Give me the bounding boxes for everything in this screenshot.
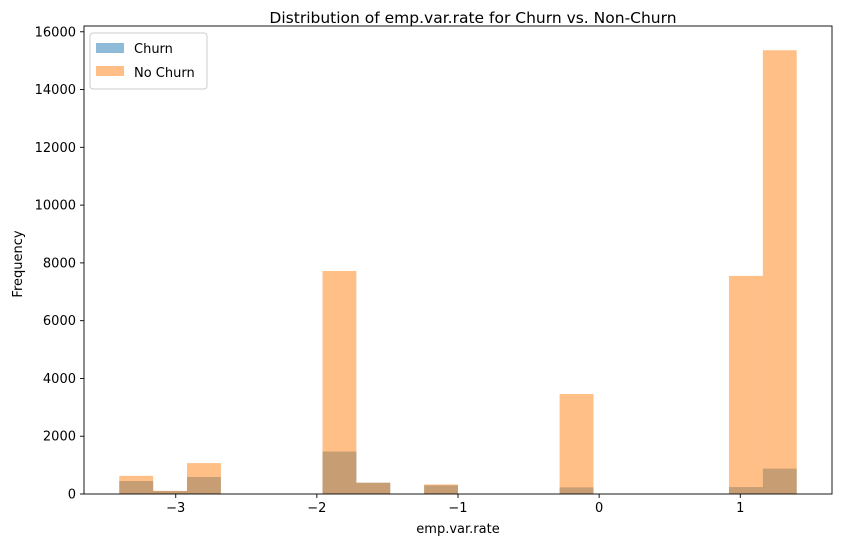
bar-no-churn-0 [119,475,154,494]
bar-no-churn-1 [153,490,188,494]
bar-no-churn-6 [559,394,594,494]
bar-no-churn-2 [187,463,221,494]
y-tick-label-7: 14000 [35,83,76,98]
x-tick-label-0: −3 [166,501,185,516]
y-axis-label: Frequency [11,230,26,297]
bar-no-churn-3 [322,270,357,494]
x-tick-label-1: −2 [307,501,326,516]
x-tick-label-2: −1 [448,501,467,516]
legend-swatch-churn [96,43,124,53]
bars-layer [119,50,797,495]
x-tick-label-4: 1 [736,501,744,516]
x-tick-label-3: 0 [595,501,603,516]
y-tick-label-0: 0 [68,488,76,503]
legend: Churn No Churn [89,32,208,90]
x-axis-label: emp.var.rate [416,522,499,537]
y-tick-label-5: 10000 [35,199,76,214]
y-axis: 0 2000 4000 6000 8000 10000 12000 14000 16000 [35,25,84,503]
y-tick-label-1: 2000 [43,430,76,445]
y-tick-label-2: 4000 [43,372,76,387]
y-tick-label-6: 12000 [35,141,76,156]
bar-no-churn-8 [762,50,797,495]
bar-no-churn-7 [728,275,763,494]
bar-no-churn-4 [356,482,391,494]
y-tick-label-8: 16000 [35,25,76,40]
x-axis: −3 −2 −1 0 1 [166,494,744,516]
y-tick-label-4: 8000 [43,256,76,271]
legend-label-no-churn: No Churn [134,66,195,81]
y-tick-label-3: 6000 [43,314,76,329]
legend-label-churn: Churn [134,42,173,57]
legend-swatch-no-churn [96,66,124,76]
bar-no-churn-5 [424,484,458,494]
chart-title: Distribution of emp.var.rate for Churn v… [269,9,676,27]
